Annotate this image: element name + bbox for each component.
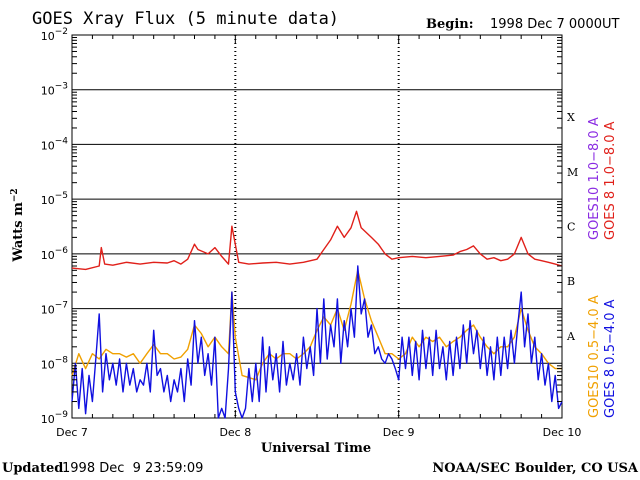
y-tick-exponent: −9 [55, 410, 69, 420]
chart-title: GOES Xray Flux (5 minute data) [32, 9, 339, 29]
y-tick-label: 10−9 [41, 410, 69, 426]
y-tick-exponent: −2 [55, 27, 68, 37]
y-axis-label: Watts m−2 [10, 188, 26, 262]
y-tick-label: 10−3 [41, 82, 68, 98]
y-tick-exponent: −8 [55, 355, 69, 365]
y-tick-label: 10−4 [41, 136, 69, 152]
y-tick-base: 10 [41, 85, 55, 98]
legend-entry: GOES 8 1.0−8.0 A [603, 121, 618, 240]
begin-value: 1998 Dec 7 0000UT [490, 17, 620, 32]
y-tick-exponent: −7 [55, 301, 68, 311]
series-layer [71, 210, 563, 419]
y-tick-base: 10 [41, 304, 55, 317]
y-axis-label-text: Watts m [11, 202, 26, 263]
begin-label: Begin: [426, 17, 474, 32]
flare-class-label: C [567, 221, 575, 234]
y-tick-base: 10 [41, 30, 55, 43]
y-tick-exponent: −6 [55, 246, 69, 256]
y-tick-label: 10−5 [41, 191, 68, 207]
y-tick-base: 10 [41, 413, 55, 426]
y-tick-base: 10 [41, 194, 55, 207]
x-tick-label: Dec 10 [543, 426, 582, 439]
credit-text: NOAA/SEC Boulder, CO USA [432, 461, 639, 476]
series-goes-8-1-0-8-0-a [71, 210, 563, 271]
x-axis-label: Universal Time [261, 441, 371, 456]
y-tick-exponent: −5 [55, 191, 68, 201]
legend-entry: GOES10 0.5−4.0 A [587, 295, 602, 418]
y-tick-exponent: −3 [55, 82, 68, 92]
flare-class-label: M [567, 166, 578, 179]
y-tick-base: 10 [41, 358, 55, 371]
flare-class-label: X [567, 111, 575, 124]
legend-entry: GOES10 1.0−8.0 A [587, 117, 602, 240]
series-goes10-0-5-4-0-a [71, 269, 562, 381]
y-tick-base: 10 [41, 249, 55, 262]
x-tick-label: Dec 7 [56, 426, 88, 439]
x-tick-label: Dec 9 [383, 426, 415, 439]
y-tick-label: 10−6 [41, 246, 69, 262]
y-tick-base: 10 [41, 139, 55, 152]
y-tick-label: 10−2 [41, 27, 68, 43]
y-tick-label: 10−7 [41, 301, 68, 317]
legend: GOES10 1.0−8.0 A GOES 8 1.0−8.0 A GOES10 0… [587, 117, 618, 418]
updated-value: 1998 Dec 9 23:59:09 [62, 461, 203, 476]
y-axis-label-exp: −2 [10, 188, 20, 202]
flare-class-label: A [566, 330, 576, 343]
legend-entry: GOES 8 0.5−4.0 A [603, 299, 618, 418]
flare-class-label: B [567, 275, 575, 288]
series-goes-8-0-5-4-0-a [71, 265, 563, 419]
updated-label: Updated [2, 461, 63, 476]
x-tick-label: Dec 8 [219, 426, 251, 439]
y-tick-label: 10−8 [41, 355, 69, 371]
y-tick-exponent: −4 [55, 136, 69, 146]
